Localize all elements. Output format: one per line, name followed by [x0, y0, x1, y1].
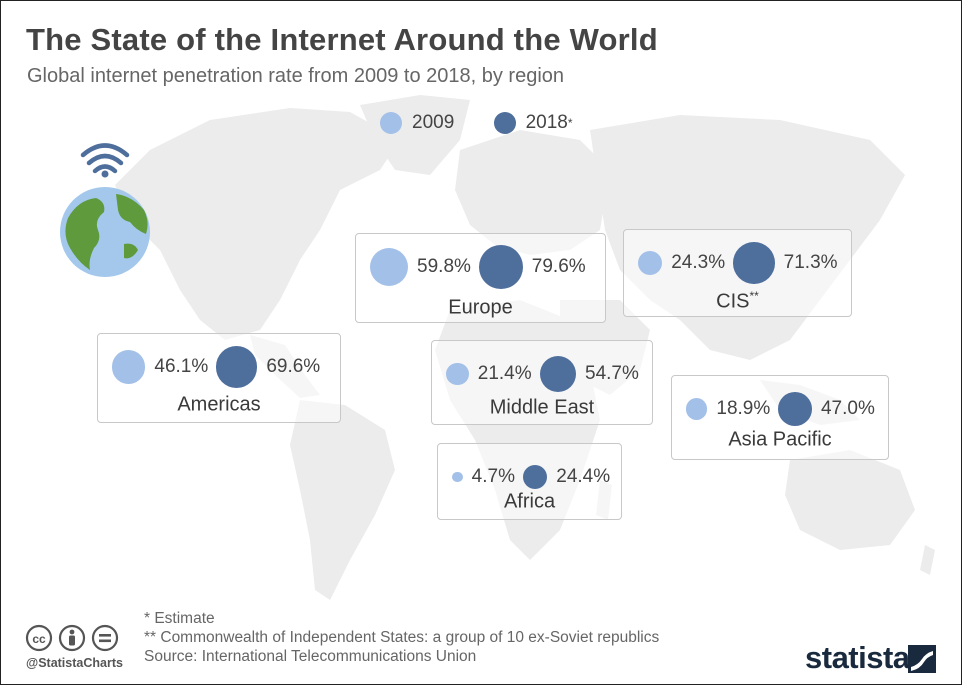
- creative-commons-icon: [25, 624, 53, 652]
- value-label-2018: 54.7%: [585, 363, 639, 384]
- region-name: CIS**: [624, 289, 851, 314]
- bubble-2018: [478, 245, 523, 289]
- legend-item-2018: 2018 *: [493, 112, 573, 134]
- social-handle: @StatistaCharts: [26, 656, 123, 670]
- bubble-2018: [733, 242, 775, 284]
- footnote-cis: ** Commonwealth of Independent States: a…: [144, 629, 660, 646]
- map-australia: [785, 450, 915, 550]
- region-name-text: Americas: [177, 393, 261, 416]
- bubble-2018: [539, 355, 576, 393]
- svg-text:cc: cc: [32, 632, 46, 646]
- region-box-americas: 46.1% 69.6% Americas: [97, 333, 341, 423]
- bubble-2009: [638, 250, 663, 276]
- value-label-2009: 21.4%: [477, 363, 532, 384]
- region-name: Europe: [356, 295, 605, 320]
- region-box-africa: 4.7% 24.4% Africa: [437, 443, 622, 520]
- globe-icon: [60, 143, 150, 277]
- region-name-text: Middle East: [489, 396, 595, 419]
- legend-estimate-marker: *: [567, 116, 573, 130]
- bubble-2009: [452, 471, 463, 483]
- legend-label-2009: 2009: [412, 112, 455, 133]
- region-name-text: Africa: [503, 490, 556, 513]
- value-label-2009: 4.7%: [471, 466, 515, 487]
- map-north-america: [115, 108, 400, 340]
- license-icons: cc: [25, 624, 119, 652]
- legend: 2009 2018 *: [380, 112, 607, 140]
- value-label-2009: 24.3%: [671, 252, 726, 273]
- map-south-america: [290, 400, 395, 600]
- region-name: Americas: [98, 392, 340, 417]
- footnote-estimate: * Estimate: [144, 610, 215, 627]
- region-name-text: Asia Pacific: [728, 428, 832, 451]
- value-label-2018: 69.6%: [266, 356, 321, 377]
- chart-subtitle: Global internet penetration rate from 20…: [27, 65, 565, 87]
- map-africa: [435, 300, 600, 560]
- value-label-2018: 79.6%: [531, 256, 586, 277]
- region-box-europe: 59.8% 79.6% Europe: [355, 233, 606, 323]
- wifi-icon: [80, 143, 130, 174]
- value-label-2009: 46.1%: [154, 356, 209, 377]
- attribution-icon: [58, 624, 86, 652]
- statista-logo-icon: [908, 645, 936, 673]
- region-name: Middle East: [432, 395, 652, 420]
- value-label-2018: 47.0%: [820, 398, 875, 419]
- map-europe: [455, 130, 610, 255]
- bubble-2018: [522, 464, 548, 490]
- value-label-2018: 71.3%: [783, 252, 838, 273]
- value-label-2009: 18.9%: [716, 398, 771, 419]
- region-name-marker: **: [749, 289, 759, 303]
- legend-swatch-2009: [380, 112, 402, 134]
- region-box-middle-east: 21.4% 54.7% Middle East: [431, 340, 653, 425]
- legend-swatch-2018: [493, 112, 516, 134]
- no-derivatives-icon: [91, 624, 119, 652]
- region-name: Africa: [438, 489, 621, 514]
- region-box-cis: 24.3% 71.3% CIS**: [623, 229, 852, 317]
- bubble-2009: [446, 362, 469, 386]
- chart-title: The State of the Internet Around the Wor…: [26, 22, 658, 57]
- region-box-asia-pacific: 18.9% 47.0% Asia Pacific: [671, 375, 889, 460]
- region-name-text: CIS: [716, 290, 750, 313]
- legend-label-2018: 2018: [525, 112, 568, 133]
- bubble-2009: [686, 398, 708, 420]
- bubble-2018: [216, 346, 258, 388]
- value-label-2018: 24.4%: [556, 466, 611, 487]
- map-new-zealand: [920, 545, 935, 575]
- bubble-2009: [112, 350, 146, 384]
- region-name-text: Europe: [448, 296, 513, 319]
- region-name: Asia Pacific: [672, 427, 888, 452]
- value-label-2009: 59.8%: [417, 256, 471, 277]
- footnotes: * Estimate ** Commonwealth of Independen…: [144, 609, 659, 666]
- statista-wordmark: statista: [805, 640, 910, 675]
- source-note: Source: International Telecommunications…: [144, 648, 477, 665]
- bubble-2009: [370, 247, 409, 286]
- bubble-2018: [778, 392, 812, 426]
- legend-item-2009: 2009: [380, 112, 454, 134]
